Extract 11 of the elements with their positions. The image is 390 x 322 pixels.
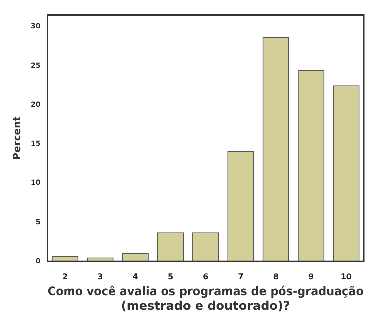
x-tick-label: 5 [168,272,174,282]
y-axis-title: Percent [12,116,24,160]
x-tick-label: 10 [340,272,352,282]
x-tick-label: 8 [273,272,280,282]
x-tick-label: 7 [238,272,244,282]
x-tick-label: 9 [308,272,314,282]
x-tick-label: 6 [203,272,210,282]
x-tick-label: 4 [132,272,139,282]
x-axis-title: Como você avalia os programas de pós-graduação (mestrado e doutorado)? [48,284,364,313]
x-tick-label: 2 [62,272,68,282]
x-tick-label: 3 [98,272,104,282]
